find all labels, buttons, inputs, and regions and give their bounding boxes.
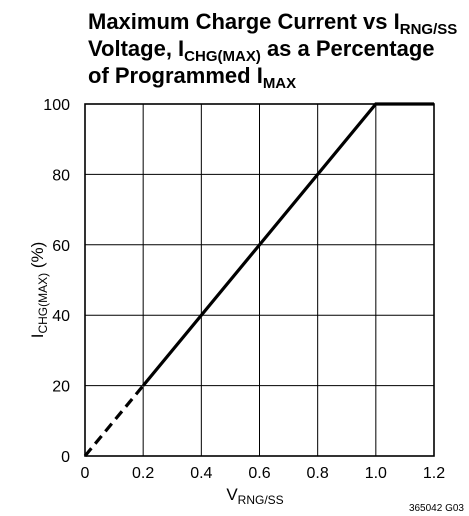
x-tick-label: 0.4 [190,465,212,482]
y-axis-label: ICHG(MAX) (%) [28,242,50,339]
figure-code: 365042 G03 [409,503,464,514]
y-tick-label: 0 [61,449,70,466]
grid-lines [85,104,434,456]
chart-title-line-3: of Programmed IMAX [88,63,296,92]
x-tick-label: 0.8 [307,465,329,482]
y-tick-label: 100 [43,97,70,114]
x-tick-label: 0 [81,465,90,482]
y-tick-label: 80 [52,167,70,184]
x-tick-label: 1.0 [365,465,387,482]
x-tick-labels: 0 0.2 0.4 0.6 0.8 1.0 1.2 [81,465,446,482]
x-axis-label: VRNG/SS [226,485,283,507]
x-tick-label: 1.2 [423,465,445,482]
y-tick-labels: 0 20 40 60 80 100 [43,97,70,466]
x-tick-label: 0.2 [132,465,154,482]
y-tick-label: 20 [52,379,70,396]
x-tick-label: 0.6 [248,465,270,482]
y-tick-label: 60 [52,238,70,255]
chart-title-line-1: Maximum Charge Current vs IRNG/SS [88,9,457,38]
y-tick-label: 40 [52,308,70,325]
plot-frame [84,103,435,457]
chart-title-line-2: Voltage, ICHG(MAX) as a Percentage [88,36,435,65]
series-line-dashed [83,384,145,458]
